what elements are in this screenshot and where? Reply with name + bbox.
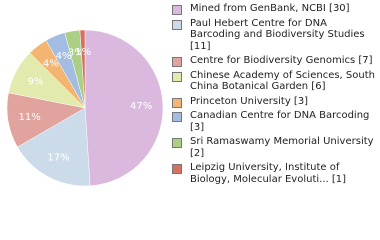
legend-entry: Canadian Centre for DNA Barcoding [3] bbox=[172, 110, 377, 133]
legend-label: Princeton University [3] bbox=[190, 95, 309, 107]
slice-label: 4% bbox=[43, 58, 59, 69]
legend-swatch bbox=[172, 112, 182, 122]
pie: 47%17%11%9%4%4%3%1% bbox=[6, 29, 164, 187]
legend-label: Canadian Centre for DNA Barcoding [3] bbox=[190, 110, 370, 133]
legend-swatch bbox=[172, 19, 182, 30]
slice-label: 1% bbox=[75, 47, 91, 58]
pie-slice bbox=[17, 107, 91, 187]
legend-swatch bbox=[172, 5, 182, 15]
legend-entry: Leipzig University, Institute of Biology… bbox=[172, 162, 377, 185]
slice-label: 17% bbox=[47, 153, 69, 164]
legend-entry: Centre for Biodiversity Genomics [7] bbox=[172, 55, 377, 67]
legend-entry: Sri Ramaswamy Memorial University [2] bbox=[172, 136, 377, 159]
pie-slice bbox=[79, 29, 86, 109]
legend: Mined from GenBank, NCBI [30] Paul Hebert… bbox=[172, 3, 377, 188]
legend-entry: Princeton University [3] bbox=[172, 96, 377, 108]
slice-label: 47% bbox=[130, 101, 152, 112]
legend-entry: Paul Hebert Centre for DNA Barcoding and… bbox=[172, 18, 377, 53]
slice-label: 3% bbox=[68, 48, 84, 59]
legend-swatch bbox=[172, 57, 182, 67]
legend-swatch bbox=[172, 97, 182, 108]
legend-label: Sri Ramaswamy Memorial University [2] bbox=[190, 136, 374, 159]
legend-entry: Chinese Academy of Sciences, South China… bbox=[172, 70, 377, 93]
legend-swatch bbox=[172, 164, 182, 174]
legend-swatch bbox=[172, 71, 182, 82]
pie-slice bbox=[84, 29, 164, 187]
slice-label: 11% bbox=[18, 112, 40, 123]
legend-label: Leipzig University, Institute of Biology… bbox=[190, 162, 347, 185]
legend-label: Paul Hebert Centre for DNA Barcoding and… bbox=[190, 17, 365, 52]
slice-label: 4% bbox=[56, 51, 72, 62]
legend-swatch bbox=[172, 138, 182, 148]
slice-label: 9% bbox=[28, 77, 44, 88]
legend-label: Mined from GenBank, NCBI [30] bbox=[190, 3, 350, 14]
legend-label: Centre for Biodiversity Genomics [7] bbox=[190, 55, 373, 66]
legend-entry: Mined from GenBank, NCBI [30] bbox=[172, 3, 377, 15]
legend-label: Chinese Academy of Sciences, South China… bbox=[190, 69, 375, 93]
